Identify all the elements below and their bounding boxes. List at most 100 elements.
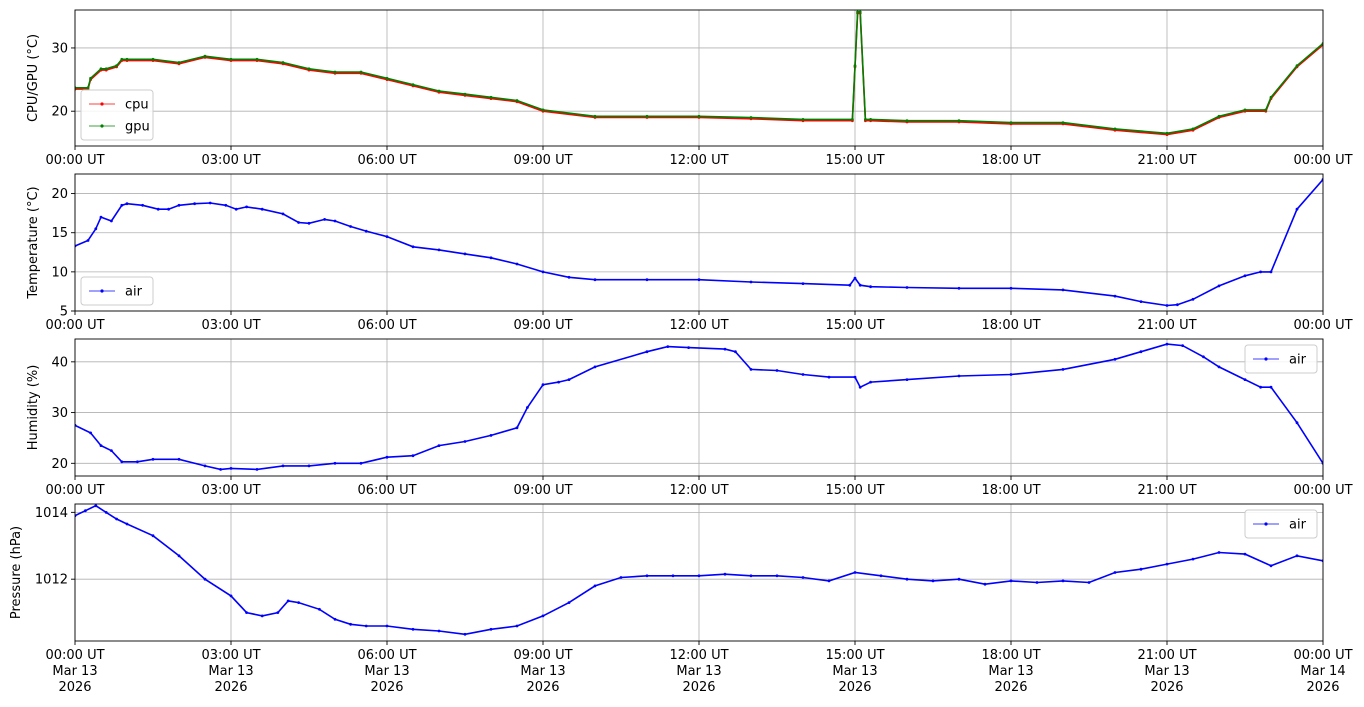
data-point-air [1269,270,1273,274]
data-point-air [1009,579,1013,583]
data-point-air [110,449,113,452]
x-tick-label: 09:00 UT [513,153,572,168]
data-point-air [385,624,389,628]
y-tick-label: 1014 [35,506,68,521]
data-point-air [1165,342,1169,346]
data-point-gpu [864,118,867,121]
data-point-gpu [177,61,181,64]
data-point-air [245,205,249,209]
data-point-air [1243,552,1247,556]
data-point-gpu [120,57,124,61]
data-point-air [286,599,290,603]
x-tick-label: 21:00 UT Mar 13 2026 [1137,648,1196,695]
series-line-air [75,504,1323,636]
data-point-air [281,212,285,216]
legend: air [80,276,154,306]
x-tick-label: 09:00 UT [513,318,572,333]
data-point-air [645,350,649,354]
data-point-air [255,468,259,471]
data-point-air [141,203,145,207]
data-point-air [827,579,831,583]
data-point-air [110,219,113,223]
data-point-air [229,467,233,470]
data-point-gpu [1217,114,1221,118]
data-point-air [333,219,337,223]
data-point-air [125,522,129,526]
data-point-air [1139,350,1143,354]
data-point-air [99,444,103,447]
data-point-air [931,579,935,583]
data-point-gpu [307,67,311,71]
x-tick-label: 21:00 UT [1137,483,1196,498]
data-point-air [957,286,961,290]
data-point-gpu [104,67,108,71]
x-tick-label: 21:00 UT [1137,318,1196,333]
data-point-air [260,614,264,618]
data-point-air [775,574,779,578]
data-point-gpu [851,118,854,121]
data-point-air [276,611,280,614]
series-line-air [75,343,1323,471]
data-point-gpu [957,119,961,123]
x-tick-label: 03:00 UT [201,153,260,168]
data-point-air [801,373,805,376]
data-point-air [307,221,311,225]
data-point-air [749,368,753,371]
data-point-gpu [697,114,701,118]
data-point-air [1217,551,1221,554]
legend: cpu gpu [80,89,154,141]
data-point-air [905,577,909,581]
data-point-air [1113,357,1117,361]
data-point-air [1087,581,1091,584]
legend-swatch-marker [100,124,104,128]
legend: air [1244,509,1318,539]
data-point-gpu [853,64,857,68]
data-point-air [801,576,805,579]
data-point-gpu [858,10,862,14]
data-point-air [775,369,779,372]
series-line-gpu [75,11,1323,135]
series-group [75,178,1323,307]
panel-2: 5 10 15 20 00:00 UT 03:00 UT 06:00 UT 09:00 UT 1… [26,173,1353,333]
data-point-gpu [99,67,103,71]
y-tick-label: 40 [51,355,68,370]
data-point-air [203,464,207,468]
data-point-gpu [749,116,753,119]
data-point-air [489,627,493,631]
data-point-air [1139,567,1143,571]
data-point-gpu [1165,131,1169,135]
data-point-air [151,457,155,461]
y-tick-label: 20 [51,105,68,120]
x-tick-label: 18:00 UT [981,153,1040,168]
data-point-air [869,380,872,384]
legend-label: air [125,285,143,300]
data-point-air [1009,286,1013,290]
data-point-air [234,207,238,211]
y-axis-label: CPU/GPU (°C) [26,34,41,122]
data-point-air [1165,304,1169,307]
x-tick-label: 12:00 UT Mar 13 2026 [669,648,728,695]
data-point-air [115,517,118,521]
data-point-air [151,534,155,538]
data-point-air [697,574,701,578]
x-tick-label: 00:00 UT Mar 13 2026 [45,648,104,695]
data-point-air [853,375,857,379]
data-point-air [1259,385,1262,389]
data-point-gpu [489,95,493,99]
data-point-air [177,554,181,558]
data-point-air [983,582,987,586]
data-point-air [224,203,228,207]
x-tick-label: 00:00 UT [1293,318,1352,333]
data-point-air [957,577,961,581]
data-point-air [645,278,649,282]
data-point-air [203,577,207,581]
data-point-air [219,468,223,471]
data-point-air [94,227,98,231]
data-point-air [1181,344,1184,347]
series-line-air [75,178,1323,307]
x-tick-label: 09:00 UT Mar 13 2026 [513,648,572,695]
legend-box [80,276,154,306]
data-point-air [1217,284,1221,288]
data-point-air [734,350,737,354]
data-point-air [869,285,872,289]
